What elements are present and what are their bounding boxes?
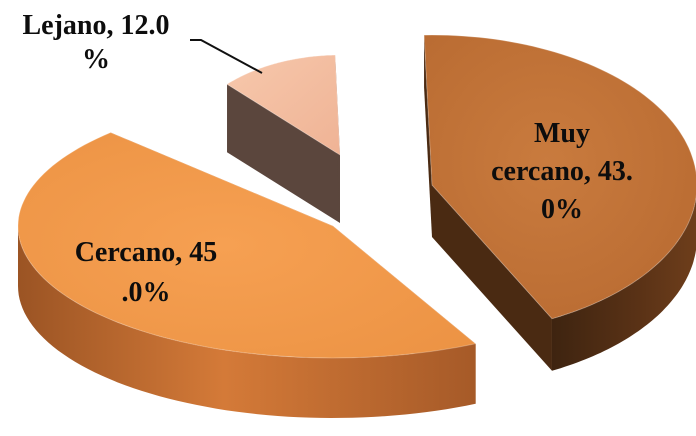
slice-muy-cercano-cut-0 — [424, 35, 432, 238]
data-label-line: Cercano, 45 — [75, 237, 218, 268]
data-label-lejano: Lejano, 12.0% — [23, 10, 170, 75]
slice-muy-cercano — [423, 34, 696, 371]
slice-lejano — [226, 54, 341, 223]
data-label-line: 0% — [541, 194, 583, 225]
data-label-cercano: Cercano, 45 .0% — [75, 237, 218, 308]
data-label-line: % — [82, 44, 110, 75]
slice-muy-cercano-cut-1 — [432, 185, 552, 371]
slice-muy-cercano-side-0 — [552, 198, 696, 371]
slice-cercano — [17, 131, 477, 418]
slice-cercano-side-0 — [18, 226, 476, 418]
data-label-muy-cercano: Muy cercano, 43. 0% — [491, 118, 633, 225]
data-label-line: cercano, 43. — [491, 156, 633, 187]
data-label-line: Muy — [534, 118, 590, 149]
data-label-line: .0% — [122, 277, 171, 308]
slice-lejano-cut-0 — [227, 84, 340, 223]
leader-line-lejano — [190, 39, 263, 74]
data-label-line: Lejano, 12.0 — [23, 10, 170, 41]
slice-cercano-top — [17, 131, 477, 359]
slice-lejano-top — [226, 54, 341, 156]
slice-muy-cercano-top — [423, 34, 696, 320]
